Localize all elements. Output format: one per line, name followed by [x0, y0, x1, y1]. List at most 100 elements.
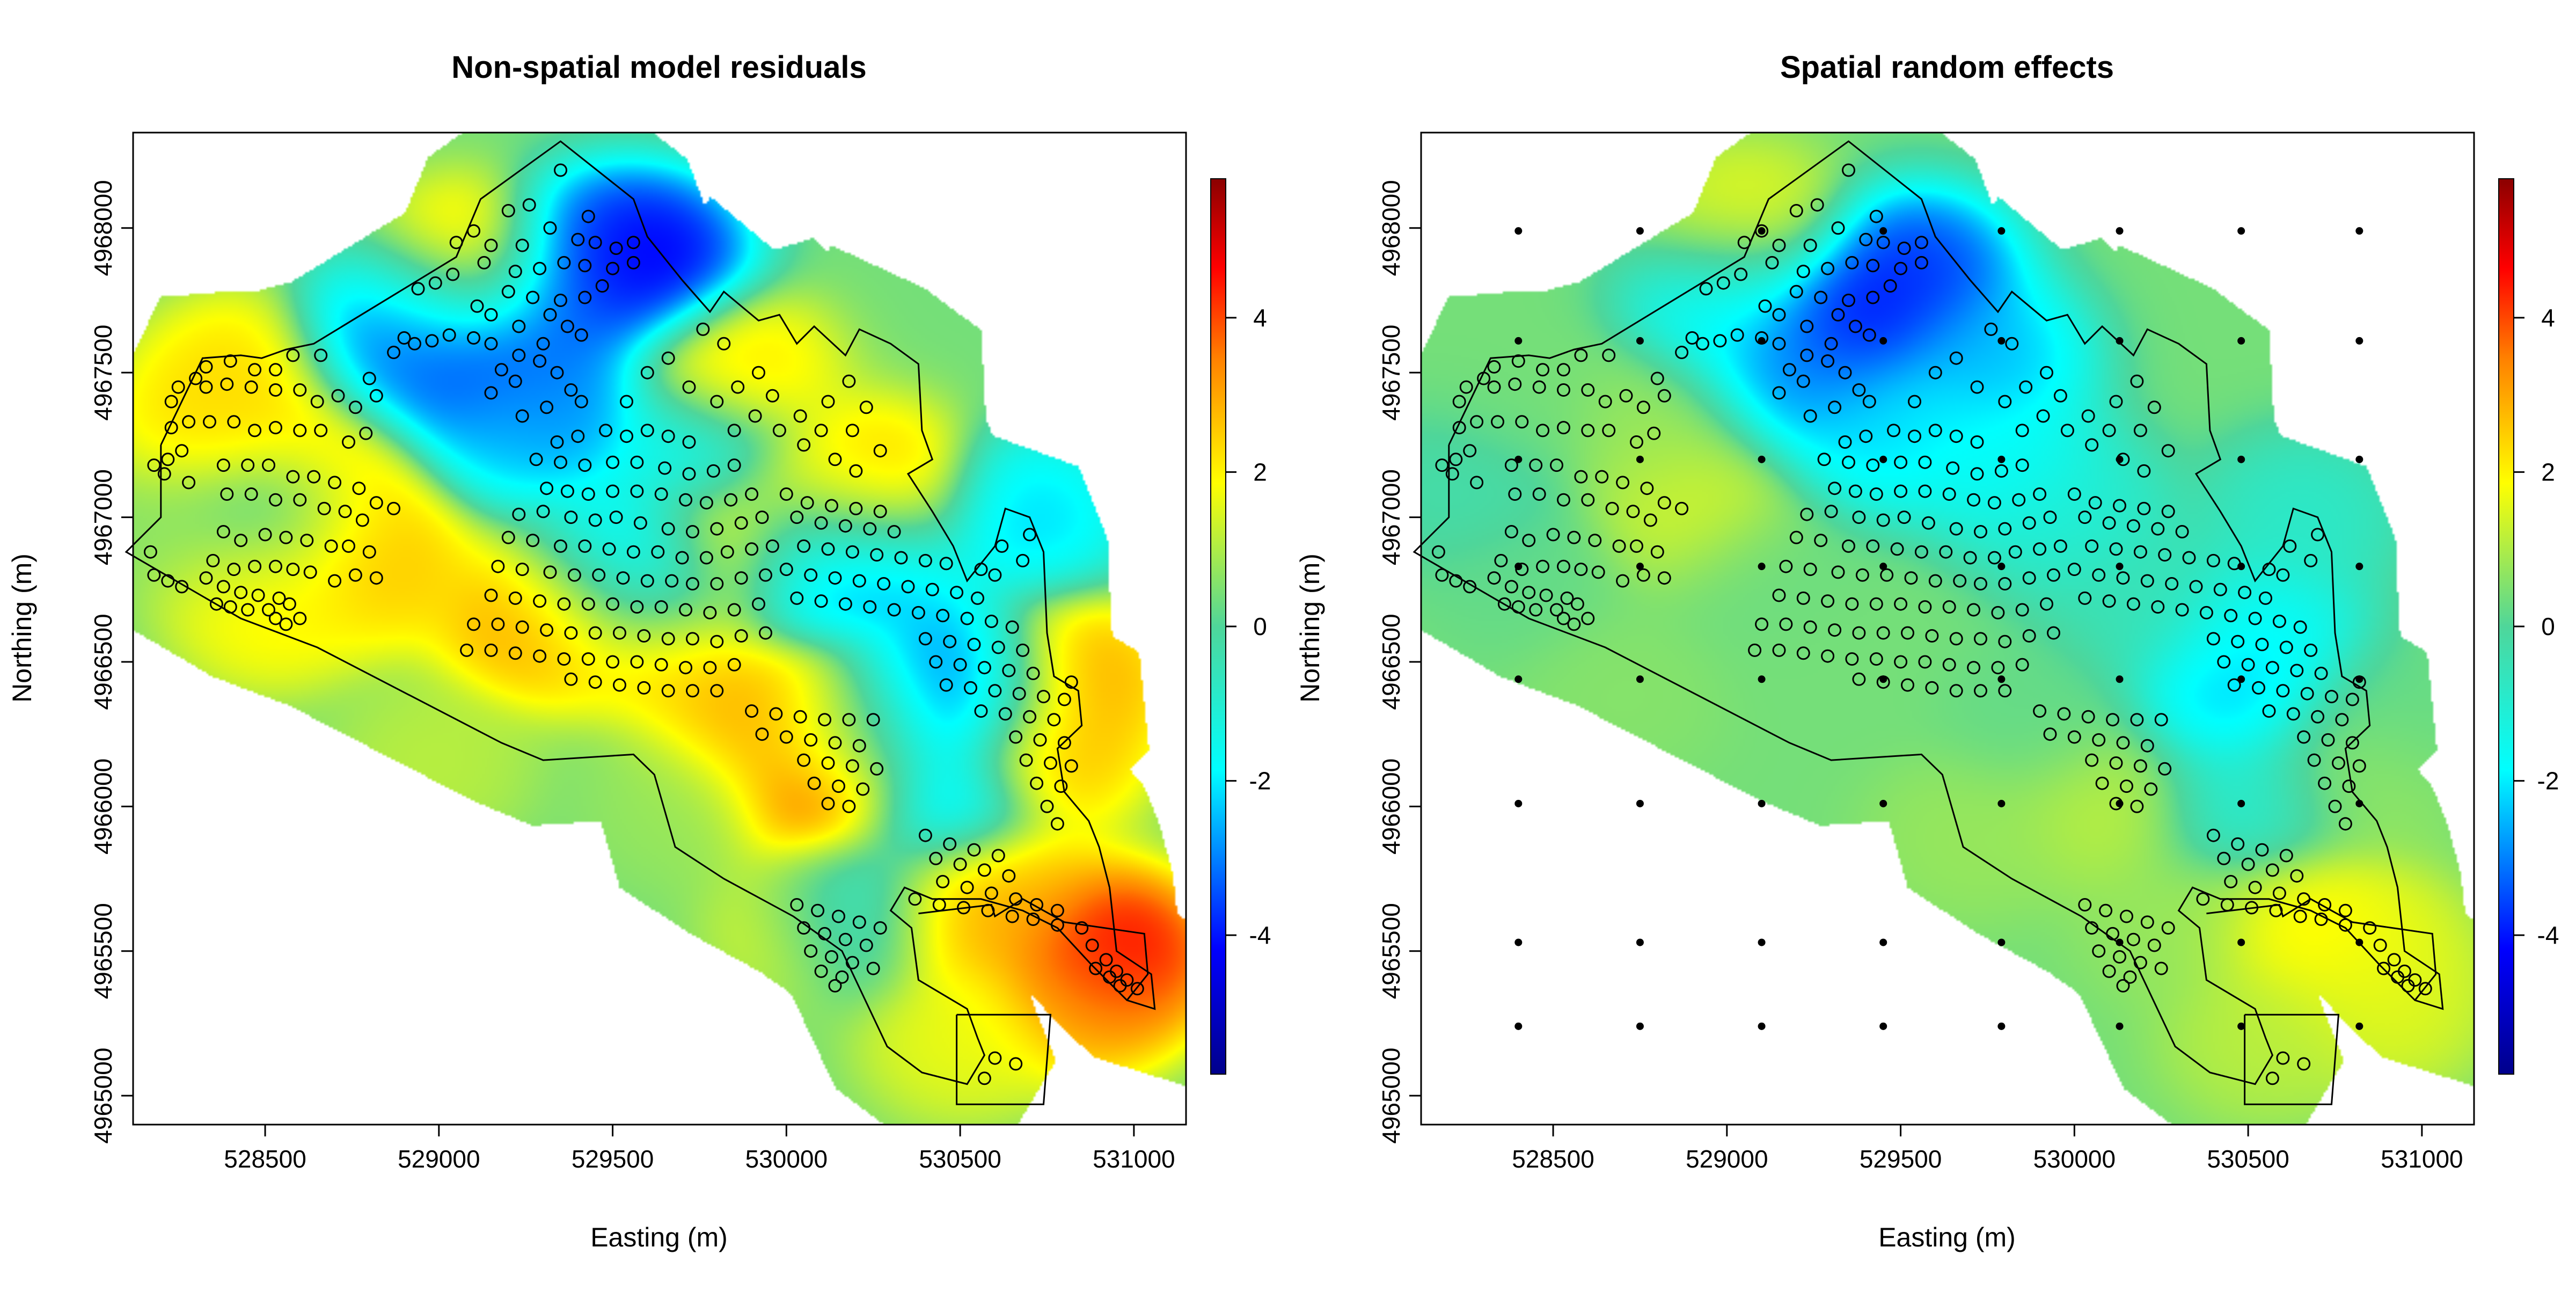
site-point — [1019, 753, 1033, 767]
site-point — [2092, 568, 2106, 582]
site-point — [1560, 591, 1574, 605]
site-point — [2008, 545, 2022, 559]
site-point — [1803, 620, 1817, 634]
knot-point — [2237, 799, 2245, 807]
site-point — [411, 282, 425, 296]
site-point — [710, 634, 724, 648]
site-point — [1831, 221, 1845, 235]
x-axis-ticks: 528500 529000 529500 530000 530500 531000 — [1512, 1125, 2463, 1173]
colorbar-tick-label: 0 — [1253, 612, 1267, 640]
site-point — [706, 464, 720, 478]
site-point — [484, 337, 498, 351]
site-point — [1789, 530, 1803, 544]
site-point — [2224, 609, 2238, 623]
site-point — [1921, 516, 1935, 530]
site-point — [1511, 354, 1525, 368]
site-point — [1928, 574, 1942, 588]
site-point — [2116, 736, 2130, 750]
site-point — [1814, 534, 1828, 548]
site-point — [911, 606, 925, 619]
site-point — [1848, 319, 1862, 333]
site-point — [804, 944, 818, 958]
site-point — [838, 519, 852, 533]
site-point — [216, 580, 230, 594]
site-point — [189, 371, 203, 385]
site-point — [720, 545, 734, 559]
site-point — [1974, 525, 1987, 538]
site-point — [1918, 484, 1932, 498]
knot-point — [1997, 227, 2006, 235]
site-point — [1967, 661, 1981, 675]
site-point — [560, 484, 574, 498]
site-point — [571, 429, 585, 443]
site-point — [2109, 756, 2123, 770]
site-point — [2311, 528, 2325, 542]
site-point — [1828, 400, 1842, 414]
site-point — [1636, 568, 1650, 582]
site-point — [470, 299, 484, 313]
site-point — [182, 476, 196, 490]
site-point — [449, 236, 463, 250]
site-point — [578, 290, 592, 304]
site-point — [710, 684, 724, 698]
site-point — [1901, 626, 1914, 640]
site-point — [536, 505, 550, 519]
site-point — [797, 539, 811, 553]
site-point — [1581, 493, 1595, 507]
site-point — [1883, 279, 1897, 293]
site-point — [1796, 646, 1810, 660]
site-point — [1574, 470, 1588, 484]
site-point — [2067, 487, 2081, 501]
y-tick-label: 4966500 — [89, 614, 117, 710]
site-point — [387, 501, 401, 515]
site-point — [293, 424, 307, 437]
knot-point — [1514, 799, 1523, 807]
site-point — [567, 568, 581, 582]
site-point — [2217, 655, 2231, 669]
site-point — [2158, 548, 2172, 562]
colorbar-gradient — [2498, 178, 2514, 1075]
site-point — [2019, 380, 2033, 394]
site-point — [550, 366, 564, 380]
site-point — [953, 857, 967, 871]
site-point — [2311, 710, 2325, 724]
site-point — [1949, 351, 1963, 365]
site-point — [2036, 409, 2050, 423]
site-point — [2231, 634, 2245, 648]
site-point — [1716, 276, 1730, 290]
site-point — [686, 525, 699, 538]
site-point — [1497, 597, 1511, 611]
site-point — [2043, 510, 2057, 524]
site-point — [960, 880, 974, 894]
knot-point — [1879, 799, 1887, 807]
site-point — [564, 672, 578, 686]
site-point — [588, 236, 602, 250]
colorbar-tick-label: -2 — [2537, 767, 2559, 795]
site-point — [832, 779, 845, 793]
site-point — [856, 782, 870, 796]
x-tick-label: 530500 — [2207, 1145, 2289, 1173]
site-point — [818, 927, 832, 940]
site-point — [1772, 386, 1786, 400]
site-point — [2015, 458, 2029, 472]
site-point — [220, 377, 234, 391]
site-point — [2151, 522, 2165, 536]
site-point — [682, 435, 696, 449]
site-point — [574, 395, 588, 409]
site-point — [564, 383, 578, 397]
site-point — [1918, 455, 1932, 469]
site-point — [1023, 528, 1037, 542]
site-point — [1765, 256, 1779, 269]
site-point — [606, 597, 620, 611]
site-point — [1734, 267, 1748, 281]
site-point — [1890, 542, 1904, 556]
site-point — [2255, 843, 2269, 857]
site-point — [2335, 713, 2349, 727]
site-point — [248, 559, 262, 573]
site-point — [328, 476, 342, 490]
site-point — [1796, 265, 1810, 279]
site-point — [1928, 366, 1942, 380]
knot-point — [2237, 455, 2245, 463]
site-point — [1967, 603, 1981, 617]
site-point — [161, 453, 175, 466]
